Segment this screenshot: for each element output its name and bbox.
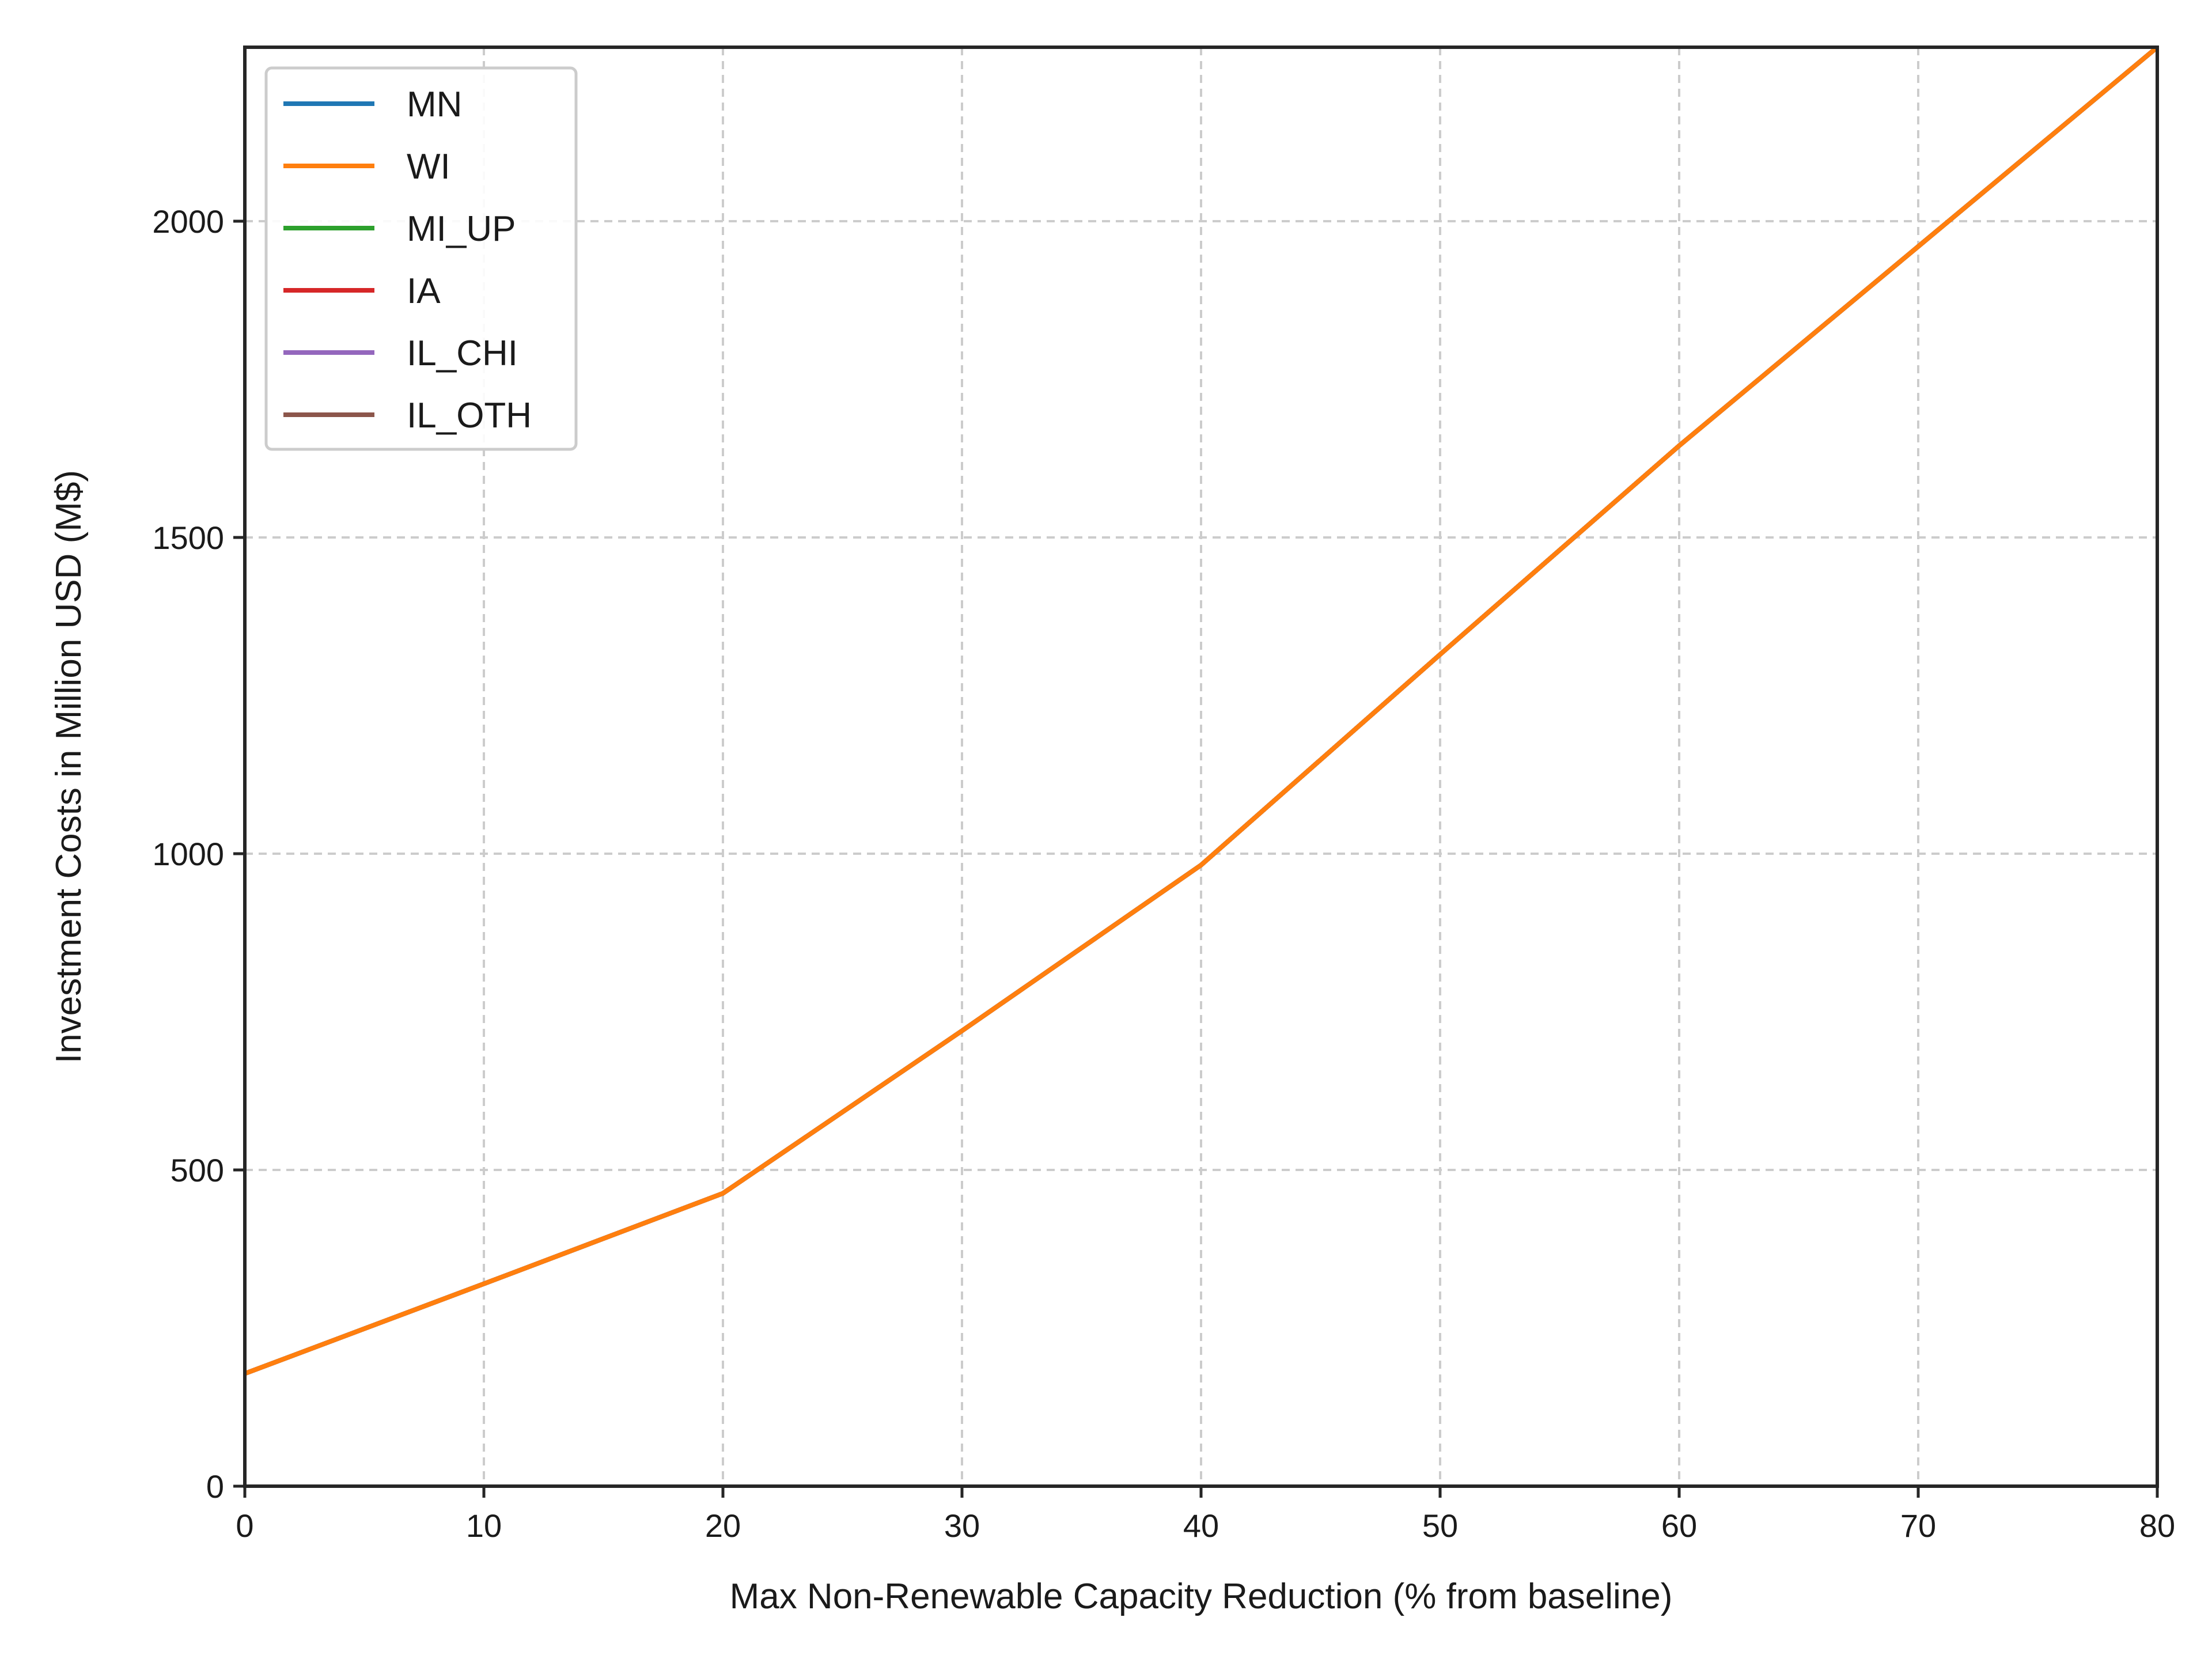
legend-label-mi-up: MI_UP — [407, 209, 516, 249]
legend: MN WI MI_UP IA IL_CHI IL_OTH — [264, 66, 578, 451]
legend-label-ia: IA — [407, 271, 441, 311]
y-tick-label: 1000 — [152, 836, 224, 872]
y-axis-label: Investment Costs in Million USD (M$) — [49, 470, 89, 1063]
y-tick-label: 2000 — [152, 203, 224, 240]
series-line-wi — [244, 45, 2159, 1376]
y-tick-label: 500 — [171, 1152, 224, 1188]
legend-label-wi: WI — [407, 147, 450, 187]
legend-label-il-chi: IL_CHI — [407, 334, 518, 373]
x-axis-label: Max Non-Renewable Capacity Reduction (% … — [730, 1577, 1673, 1616]
legend-box — [264, 66, 578, 451]
y-tick-label: 0 — [206, 1468, 224, 1505]
legend-label-il-oth: IL_OTH — [407, 396, 532, 435]
x-tick-label: 70 — [1900, 1508, 1936, 1544]
x-tick-label: 60 — [1661, 1508, 1697, 1544]
y-tick-label: 1500 — [152, 520, 224, 556]
x-tick-label: 20 — [705, 1508, 741, 1544]
legend-label-mn: MN — [407, 85, 462, 124]
x-tick-label: 50 — [1422, 1508, 1458, 1544]
x-tick-label: 30 — [944, 1508, 980, 1544]
series-layer — [244, 45, 2159, 1376]
axis-ticks: 0 10 20 30 40 50 60 70 80 0 500 1000 1500 2000 — [152, 203, 2175, 1544]
x-tick-label: 80 — [2139, 1508, 2175, 1544]
x-tick-label: 40 — [1183, 1508, 1219, 1544]
x-tick-label: 10 — [466, 1508, 502, 1544]
x-tick-label: 0 — [236, 1508, 253, 1544]
